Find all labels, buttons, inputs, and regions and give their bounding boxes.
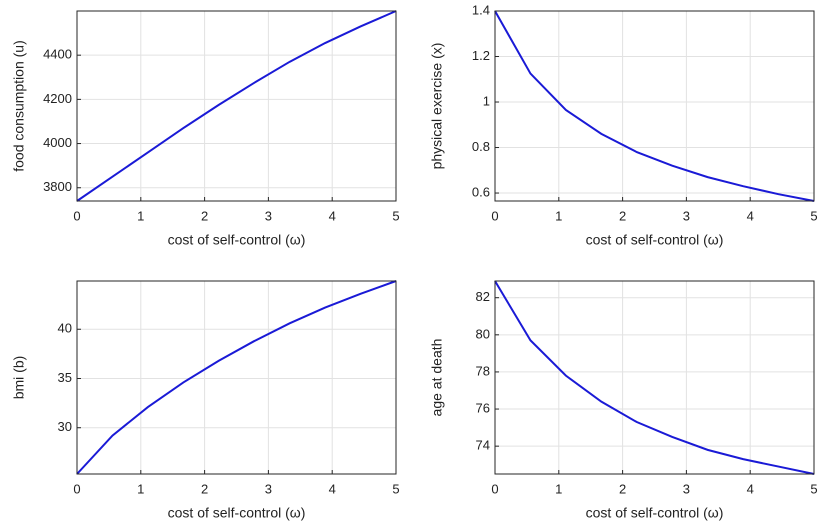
x-tick-label: 1 — [137, 208, 144, 223]
axes-box — [494, 280, 815, 475]
y-tick-label: 0.8 — [472, 139, 490, 154]
x-tick-label: 3 — [683, 481, 690, 496]
y-tick-label: 40 — [58, 321, 72, 336]
x-tick-label: 0 — [491, 481, 498, 496]
x-axis-label: cost of self-control (ω) — [586, 232, 724, 248]
axes-box — [76, 280, 397, 475]
y-tick-label: 74 — [476, 438, 490, 453]
x-axis-label: cost of self-control (ω) — [168, 505, 306, 521]
y-tick-label: 4000 — [43, 135, 72, 150]
data-line — [494, 10, 815, 202]
x-tick-label: 0 — [491, 208, 498, 223]
x-tick-label: 0 — [73, 481, 80, 496]
x-tick-label: 4 — [747, 208, 754, 223]
x-tick-label: 2 — [201, 481, 208, 496]
x-axis-label: cost of self-control (ω) — [586, 505, 724, 521]
x-tick-label: 1 — [555, 481, 562, 496]
y-axis-label: food consumption (u) — [11, 40, 27, 172]
x-tick-label: 1 — [555, 208, 562, 223]
y-tick-label: 4200 — [43, 91, 72, 106]
y-tick-label: 76 — [476, 400, 490, 415]
y-tick-label: 80 — [476, 326, 490, 341]
x-tick-label: 4 — [747, 481, 754, 496]
x-tick-label: 2 — [201, 208, 208, 223]
y-axis-label: age at death — [429, 339, 445, 417]
x-tick-label: 4 — [329, 481, 336, 496]
y-tick-label: 0.6 — [472, 184, 490, 199]
y-tick-label: 78 — [476, 363, 490, 378]
y-tick-label: 1.4 — [472, 2, 490, 17]
x-tick-label: 4 — [329, 208, 336, 223]
y-tick-label: 3800 — [43, 179, 72, 194]
y-tick-label: 30 — [58, 419, 72, 434]
x-tick-label: 3 — [683, 208, 690, 223]
data-line — [76, 10, 397, 202]
y-tick-label: 35 — [58, 370, 72, 385]
x-tick-label: 1 — [137, 481, 144, 496]
x-tick-label: 2 — [619, 481, 626, 496]
axes-box — [76, 10, 397, 202]
x-tick-label: 5 — [392, 481, 399, 496]
y-tick-label: 1 — [483, 93, 490, 108]
data-line — [494, 280, 815, 475]
x-tick-label: 5 — [392, 208, 399, 223]
y-tick-label: 1.2 — [472, 48, 490, 63]
x-tick-label: 5 — [810, 208, 817, 223]
x-tick-label: 5 — [810, 481, 817, 496]
x-tick-label: 3 — [265, 481, 272, 496]
x-tick-label: 0 — [73, 208, 80, 223]
y-tick-label: 82 — [476, 289, 490, 304]
y-tick-label: 4400 — [43, 47, 72, 62]
axes-box — [494, 10, 815, 202]
x-tick-label: 2 — [619, 208, 626, 223]
y-axis-label: physical exercise (x) — [429, 43, 445, 170]
x-tick-label: 3 — [265, 208, 272, 223]
x-axis-label: cost of self-control (ω) — [168, 232, 306, 248]
y-axis-label: bmi (b) — [11, 356, 27, 400]
data-line — [76, 280, 397, 475]
